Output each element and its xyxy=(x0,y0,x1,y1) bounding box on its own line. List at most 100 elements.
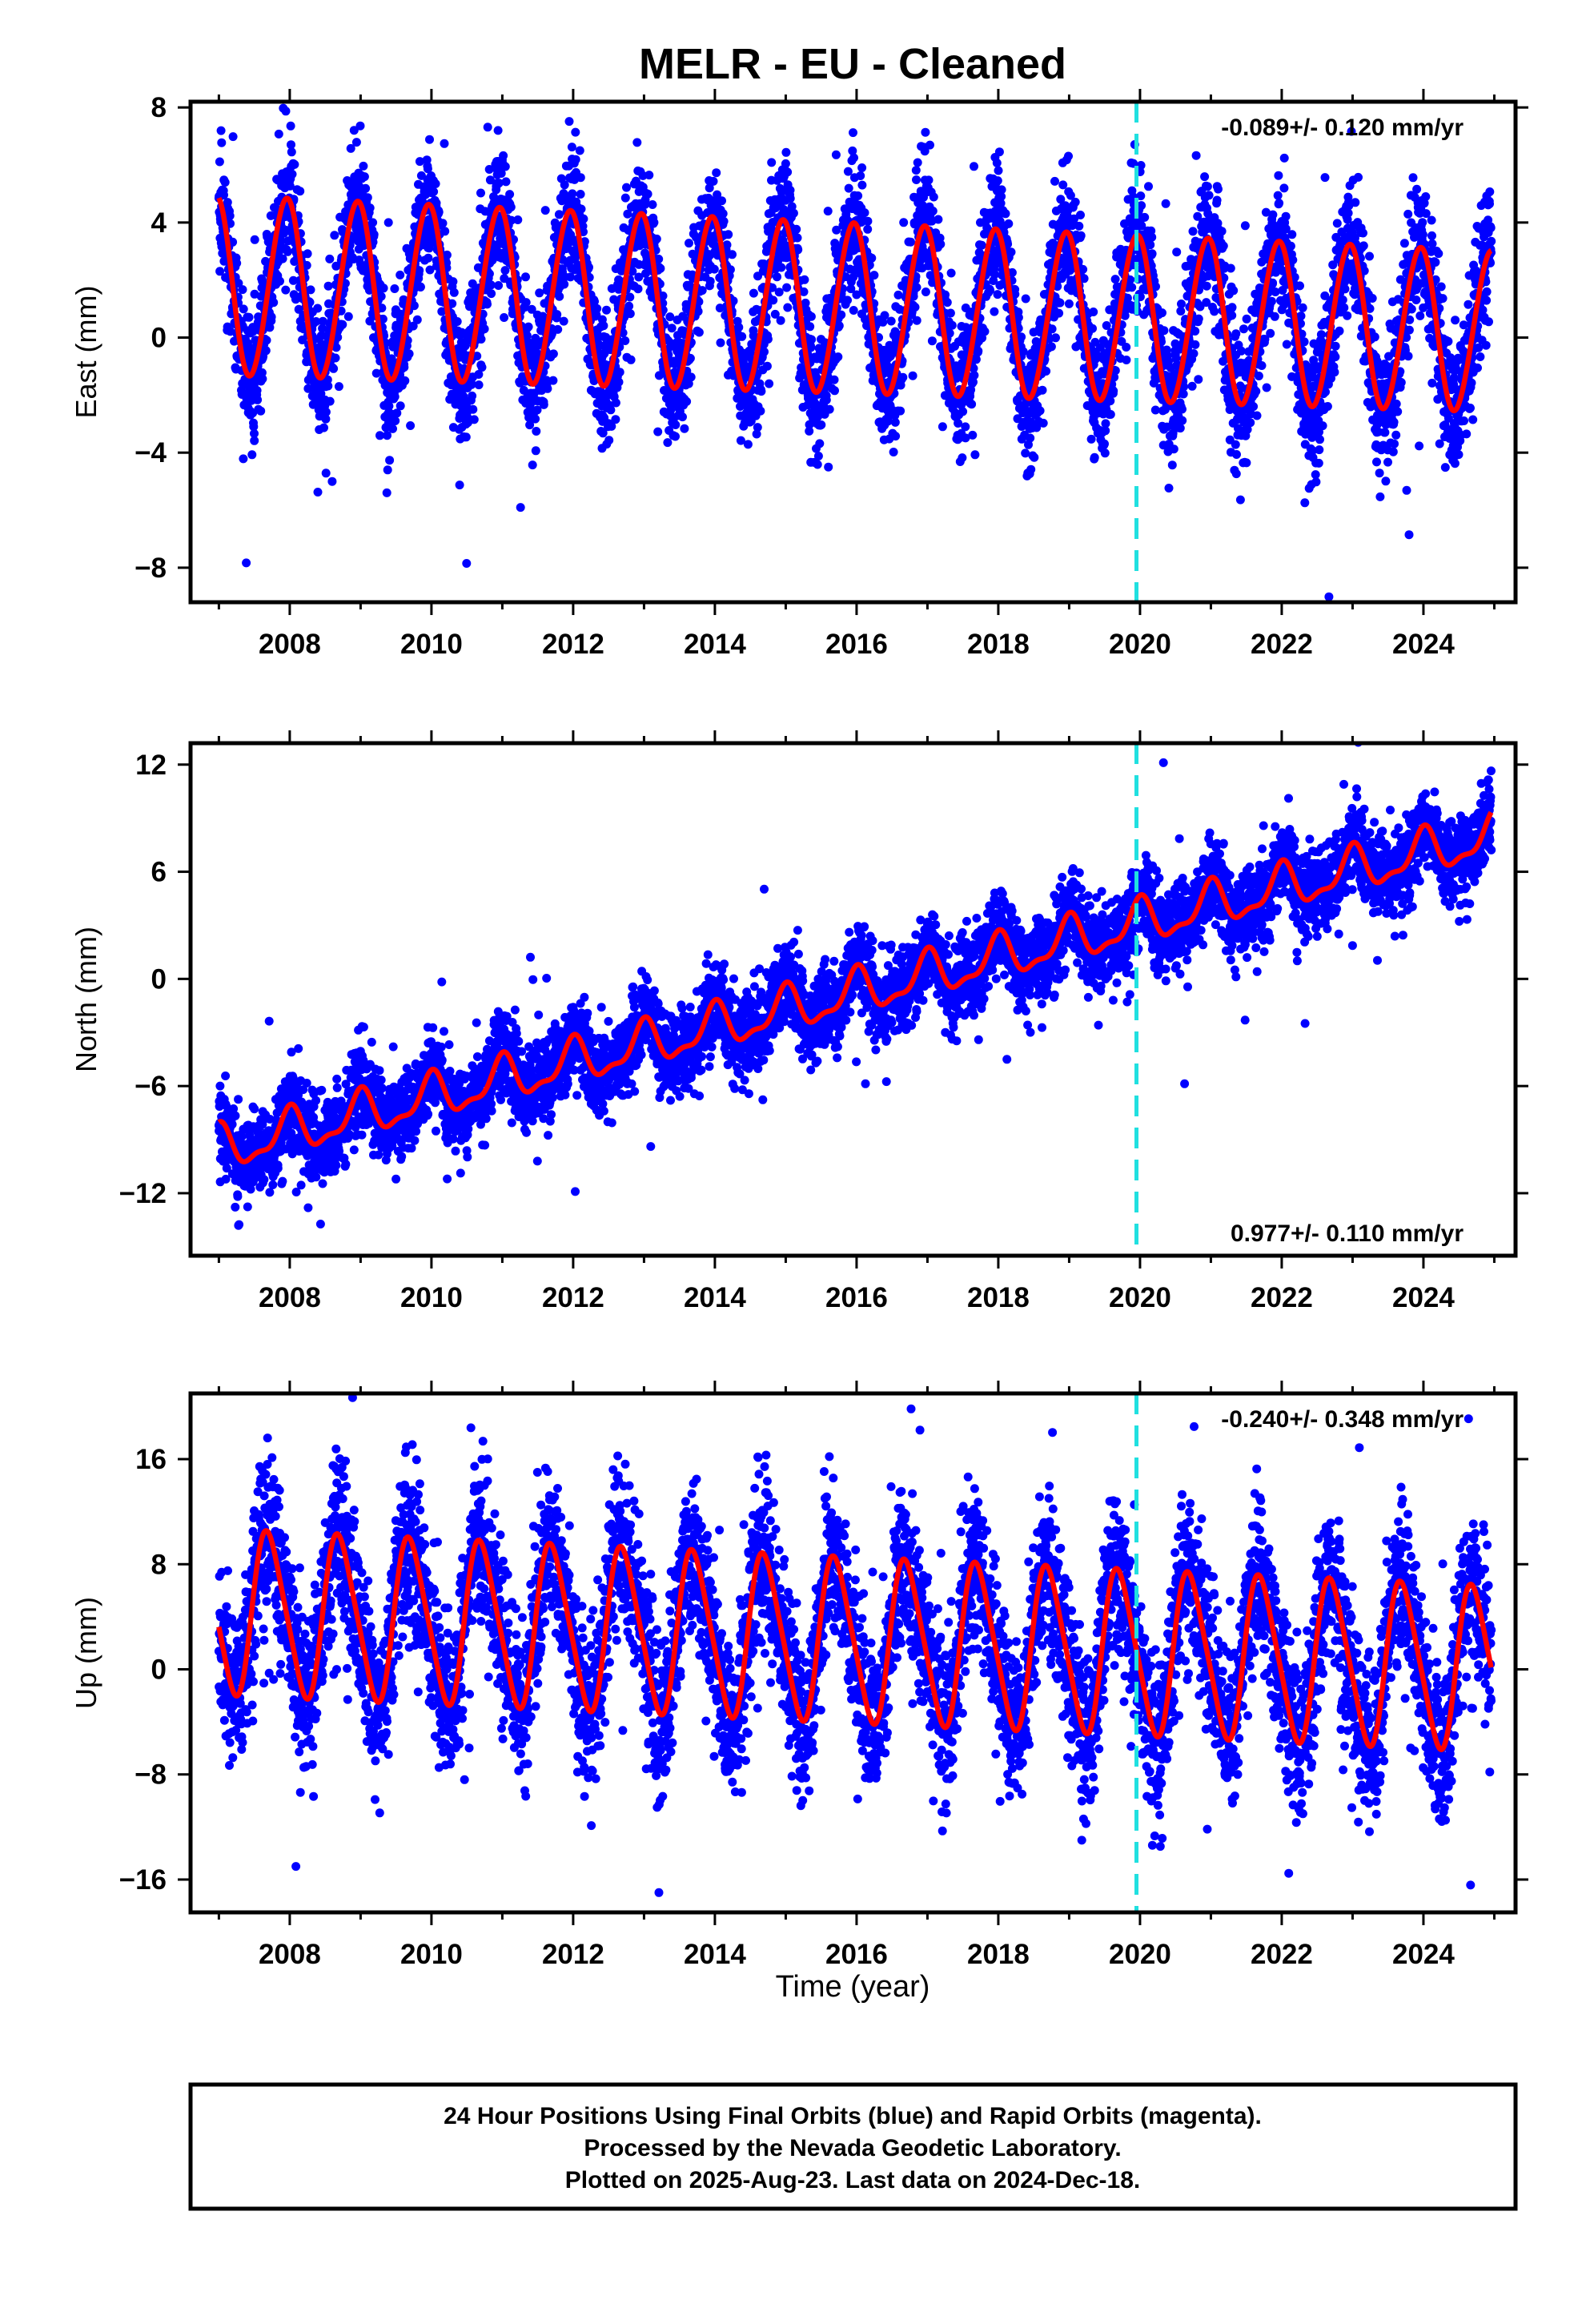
east-point xyxy=(261,346,271,356)
east-point xyxy=(817,420,826,429)
east-point xyxy=(448,299,457,308)
east-point xyxy=(406,421,416,430)
east-point xyxy=(516,503,525,513)
east-point xyxy=(555,292,564,301)
east-point xyxy=(269,298,279,308)
east-point xyxy=(921,127,930,137)
east-point xyxy=(331,353,340,363)
east-point xyxy=(777,263,786,272)
east-point xyxy=(351,138,361,147)
east-point xyxy=(228,132,238,142)
east-point xyxy=(239,454,248,464)
east-point xyxy=(400,376,410,385)
east-point xyxy=(262,336,271,345)
east-point xyxy=(980,327,990,336)
east-point xyxy=(343,312,353,321)
east-point xyxy=(437,307,447,316)
east-point xyxy=(1106,410,1115,419)
east-point xyxy=(474,370,484,379)
east-point xyxy=(387,354,396,364)
east-point xyxy=(785,186,795,195)
east-point xyxy=(643,189,652,199)
chart-title: MELR - EU - Cleaned xyxy=(639,40,1066,88)
east-point xyxy=(365,203,375,213)
east-point xyxy=(602,305,611,315)
east-point xyxy=(281,285,291,295)
east-point xyxy=(472,352,482,361)
east-point xyxy=(483,300,492,309)
east-point xyxy=(1017,332,1026,342)
east-point xyxy=(946,268,956,278)
east-point xyxy=(947,320,957,330)
east-point xyxy=(440,227,450,236)
east-point xyxy=(762,361,772,371)
east-point xyxy=(990,270,999,279)
east-point xyxy=(1202,281,1211,291)
east-point xyxy=(831,150,841,159)
east-point xyxy=(408,321,418,331)
east-point xyxy=(385,456,395,465)
east-point xyxy=(215,157,224,167)
east-point xyxy=(571,155,580,164)
east-point xyxy=(256,406,266,416)
east-point xyxy=(480,324,489,334)
east-point xyxy=(1054,308,1064,318)
east-point xyxy=(1146,240,1155,250)
east-point xyxy=(936,239,946,249)
east-point xyxy=(318,324,327,333)
east-point xyxy=(807,335,817,344)
east-point xyxy=(1050,176,1059,186)
east-point xyxy=(483,123,492,132)
east-point xyxy=(287,147,296,157)
east-point xyxy=(896,406,905,416)
east-point xyxy=(216,126,226,135)
east-point xyxy=(477,363,487,372)
east-point xyxy=(760,347,769,356)
east-point xyxy=(1018,347,1028,356)
east-point xyxy=(576,173,585,183)
east-point xyxy=(302,260,311,270)
east-point xyxy=(1006,247,1016,257)
east-point xyxy=(782,283,792,292)
east-point xyxy=(611,415,620,424)
east-point xyxy=(521,298,531,308)
east-point xyxy=(958,407,968,416)
east-point xyxy=(225,211,235,220)
east-point xyxy=(961,422,970,432)
east-point xyxy=(250,235,259,244)
east-point xyxy=(763,335,773,344)
east-point xyxy=(449,287,459,297)
east-point xyxy=(653,427,663,436)
east-point xyxy=(863,216,873,226)
east-point xyxy=(376,292,386,301)
east-point xyxy=(671,432,680,441)
east-point xyxy=(806,312,816,321)
east-point xyxy=(934,215,943,224)
east-point xyxy=(867,253,877,263)
east-point xyxy=(486,280,496,290)
east-point xyxy=(1038,418,1048,428)
east-point xyxy=(886,316,896,326)
east-point xyxy=(783,303,793,312)
east-point xyxy=(910,303,920,312)
east-point xyxy=(313,488,323,497)
east-point xyxy=(1212,195,1222,205)
east-point xyxy=(323,381,333,391)
east-point xyxy=(1159,326,1169,336)
east-point xyxy=(452,317,462,326)
east-point xyxy=(1161,199,1170,208)
east-point xyxy=(890,417,900,427)
east-point xyxy=(648,200,657,209)
east-point xyxy=(821,396,831,404)
east-point xyxy=(1167,460,1177,470)
east-point xyxy=(552,310,562,320)
east-point xyxy=(355,121,365,131)
east-point xyxy=(749,288,758,298)
east-point xyxy=(620,193,630,203)
east-point xyxy=(383,465,392,475)
east-point xyxy=(524,322,533,332)
east-point xyxy=(318,316,327,326)
east-point xyxy=(800,275,809,284)
east-point xyxy=(220,178,230,187)
east-point xyxy=(899,218,909,227)
